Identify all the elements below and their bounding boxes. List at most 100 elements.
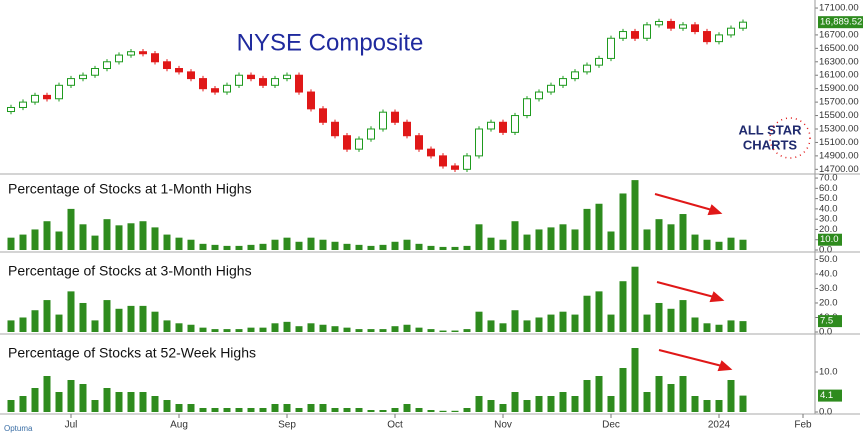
bar — [235, 408, 243, 412]
last-value-box — [818, 233, 842, 246]
bar — [667, 384, 675, 412]
candle-body — [283, 74, 291, 80]
bar — [19, 317, 27, 332]
y-tick-label: 15500.00 — [819, 110, 859, 121]
bar — [595, 376, 603, 412]
bar — [619, 368, 627, 412]
bar — [523, 400, 531, 412]
last-value-box — [818, 389, 842, 402]
y-tick-label: 17100.00 — [819, 3, 859, 14]
bar — [679, 214, 687, 250]
chart-title: NYSE Composite — [237, 29, 424, 56]
bar — [103, 388, 111, 412]
bar — [7, 400, 15, 412]
bar — [571, 396, 579, 412]
candle-body — [355, 138, 363, 150]
bar — [115, 308, 123, 332]
bar — [691, 317, 699, 332]
bar — [427, 245, 435, 250]
candle-body — [103, 61, 111, 70]
bar — [91, 320, 99, 332]
candle-body — [223, 84, 231, 93]
bar — [439, 246, 447, 250]
candle-body — [631, 31, 639, 39]
bar — [391, 326, 399, 332]
bar — [343, 243, 351, 250]
y-tick-label: 30.0 — [819, 214, 838, 225]
bar — [247, 327, 255, 332]
candle-body — [655, 20, 663, 26]
candle-body — [55, 84, 63, 100]
candle-body — [451, 165, 459, 170]
y-tick-label: 16100.00 — [819, 70, 859, 81]
x-tick-label: Nov — [494, 420, 512, 431]
bar — [151, 396, 159, 412]
candle-body — [31, 94, 39, 103]
candle-body — [607, 37, 615, 59]
bar — [199, 408, 207, 412]
bar — [667, 224, 675, 250]
y-tick-label: 50.0 — [819, 193, 838, 204]
candle-body — [679, 24, 687, 29]
bar — [295, 408, 303, 412]
bar — [103, 219, 111, 250]
bar — [271, 239, 279, 250]
bar — [475, 396, 483, 412]
bar — [451, 330, 459, 332]
bar — [247, 244, 255, 250]
y-tick-label: 16300.00 — [819, 56, 859, 67]
bar — [463, 329, 471, 332]
bar — [727, 380, 735, 412]
candle-body — [619, 31, 627, 39]
last-value-box — [818, 315, 842, 328]
bar — [715, 241, 723, 250]
last-value-label: 4.1 — [820, 390, 833, 401]
bar — [427, 410, 435, 412]
bar — [487, 320, 495, 332]
candle-body — [559, 78, 567, 86]
bar — [307, 404, 315, 412]
bar — [535, 396, 543, 412]
bar — [631, 266, 639, 332]
bar — [499, 323, 507, 332]
bar — [535, 229, 543, 250]
bar — [415, 243, 423, 250]
y-tick-label: 10.0 — [819, 367, 838, 378]
bar — [139, 392, 147, 412]
bar — [379, 329, 387, 332]
candle-body — [427, 148, 435, 157]
bar — [631, 180, 639, 250]
bar — [319, 324, 327, 332]
bar — [583, 295, 591, 332]
y-tick-label: 15300.00 — [819, 124, 859, 135]
bar — [259, 408, 267, 412]
bar — [403, 404, 411, 412]
panel-title: Percentage of Stocks at 1-Month Highs — [8, 181, 252, 197]
candle-body — [91, 68, 99, 76]
candle-body — [499, 121, 507, 133]
x-tick-label: Aug — [170, 420, 188, 431]
bar — [271, 323, 279, 332]
bar — [187, 239, 195, 250]
bar — [415, 327, 423, 332]
arrow-head — [709, 291, 725, 303]
bar — [127, 223, 135, 250]
bar — [199, 243, 207, 250]
bar — [271, 404, 279, 412]
bar — [211, 329, 219, 332]
bar — [355, 244, 363, 250]
bar — [607, 314, 615, 332]
bar — [175, 237, 183, 250]
bar — [619, 281, 627, 332]
bar — [427, 329, 435, 332]
bar — [55, 314, 63, 332]
bar — [259, 327, 267, 332]
panel-title: Percentage of Stocks at 52-Week Highs — [8, 345, 256, 361]
arrow-head — [707, 204, 723, 216]
last-value-label: 10.0 — [820, 234, 839, 245]
candle-body — [175, 68, 183, 73]
bar — [559, 224, 567, 250]
bar — [559, 311, 567, 332]
